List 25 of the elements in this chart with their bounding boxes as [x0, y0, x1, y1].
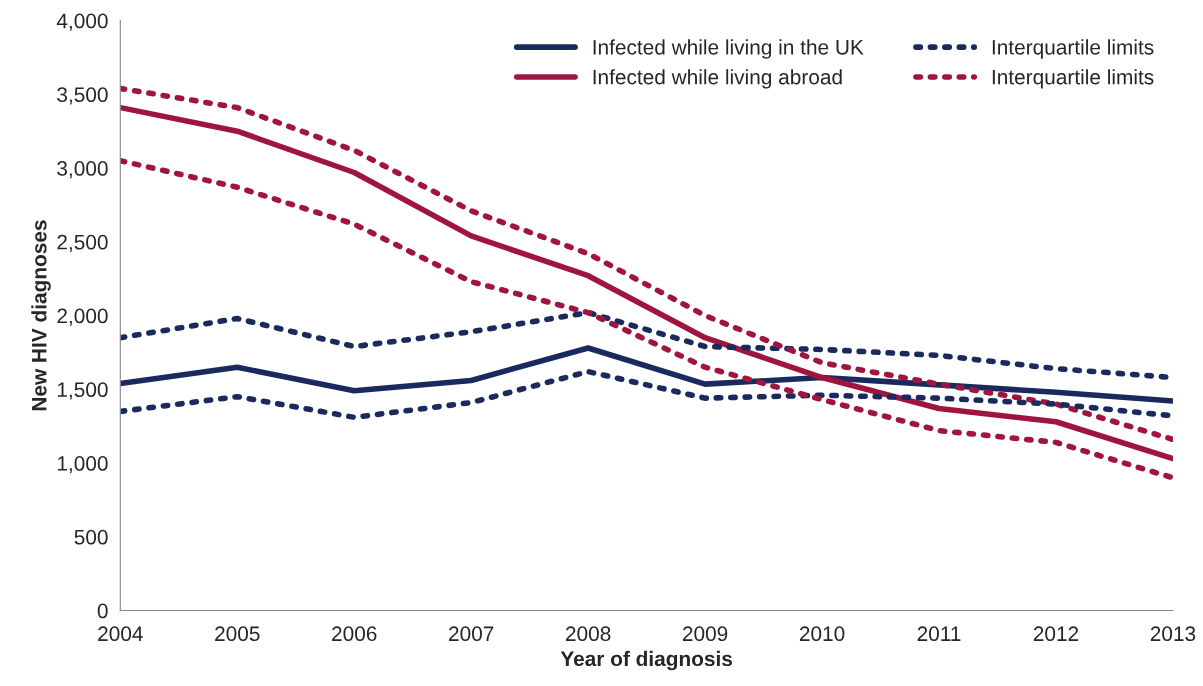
x-tick-label: 2004	[98, 626, 143, 642]
x-axis-title: Year of diagnosis	[560, 650, 733, 671]
y-tick-label: 1,000	[57, 456, 108, 474]
legend-label: Infected while living in the UK	[593, 39, 864, 59]
x-tick-label: 2013	[1150, 626, 1196, 642]
x-tick-label: 2008	[566, 626, 611, 642]
y-tick-label: 500	[74, 529, 108, 545]
x-tick-label: 2007	[449, 626, 494, 642]
x-tick-label: 2012	[1033, 626, 1079, 642]
y-tick-label: 3,500	[57, 87, 108, 105]
y-tick-label: 2,000	[57, 308, 108, 326]
x-tick-label: 2009	[682, 626, 728, 642]
x-tick-label: 2011	[917, 626, 961, 642]
y-tick-label: 0	[97, 603, 108, 619]
y-tick-label: 2,500	[57, 234, 108, 253]
y-axis-title: New HIV diagnoses	[31, 220, 51, 411]
legend-label: Interquartile limits	[992, 69, 1154, 89]
x-tick-label: 2006	[332, 626, 377, 642]
x-tick-label: 2005	[215, 626, 260, 642]
y-tick-label: 1,500	[57, 382, 108, 400]
legend-label: Infected while living abroad	[593, 69, 842, 89]
legend-label: Interquartile limits	[992, 39, 1154, 59]
x-tick-label: 2010	[799, 626, 845, 642]
y-tick-label: 4,000	[56, 13, 108, 31]
y-tick-label: 3,000	[57, 161, 108, 179]
